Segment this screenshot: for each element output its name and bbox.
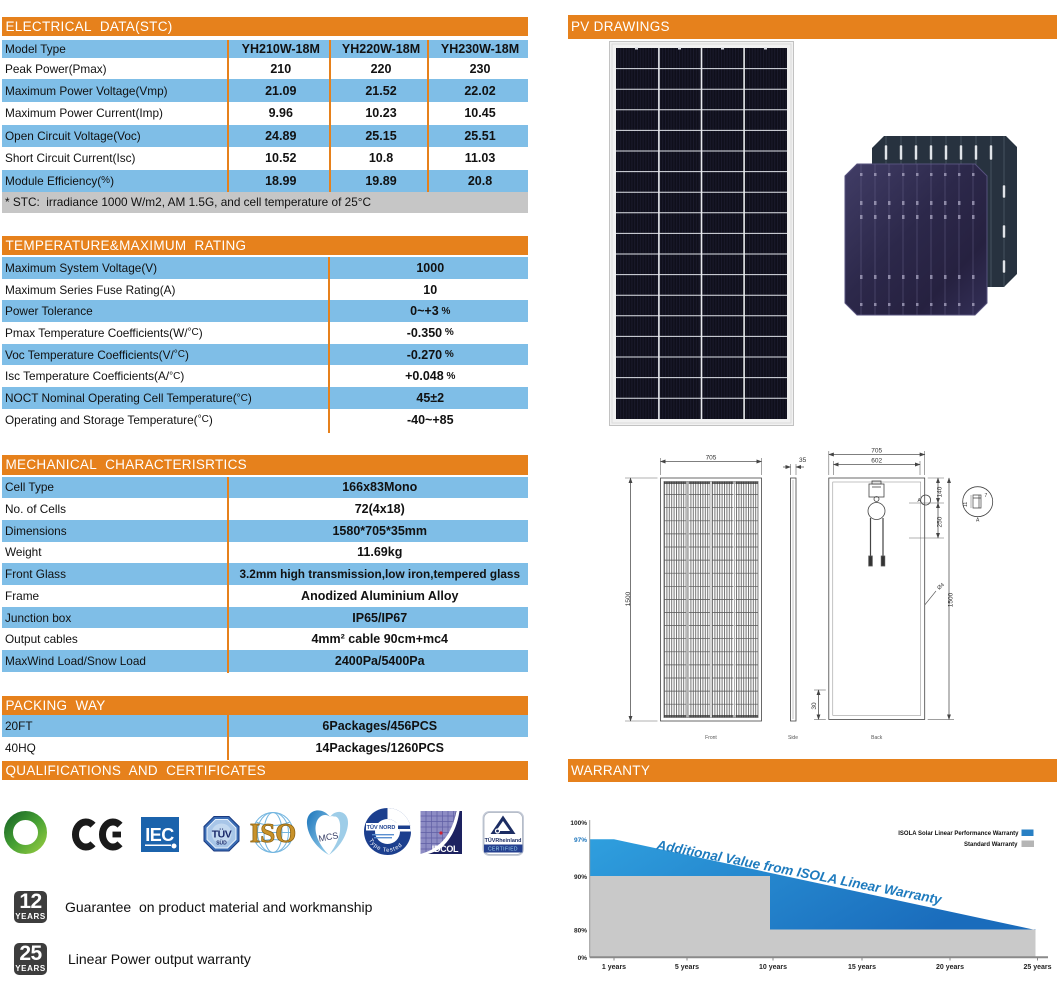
svg-text:11: 11 <box>963 502 969 507</box>
svg-text:IEC: IEC <box>145 825 174 845</box>
svg-text:Standard Warranty: Standard Warranty <box>964 842 1018 848</box>
svg-text:ISOLA Solar Linear Performance: ISOLA Solar Linear Performance Warranty <box>898 831 1019 837</box>
svg-text:ISO: ISO <box>250 818 297 848</box>
svg-text:TÜV: TÜV <box>212 828 232 841</box>
svg-text:CERTIFIED: CERTIFIED <box>488 847 518 853</box>
svg-text:SÜD: SÜD <box>216 840 227 847</box>
svg-text:TÜVRheinland: TÜVRheinland <box>485 837 522 844</box>
svg-text:1 years: 1 years <box>602 964 626 971</box>
svg-text:Ø4: Ø4 <box>936 582 945 591</box>
svg-text:Side: Side <box>788 735 798 741</box>
svg-text:7: 7 <box>985 493 988 499</box>
svg-text:20 years: 20 years <box>936 964 964 971</box>
svg-text:90%: 90% <box>574 874 587 881</box>
svg-text:140: 140 <box>937 486 944 497</box>
svg-text:15 years: 15 years <box>848 964 876 971</box>
svg-text:0%: 0% <box>578 955 588 962</box>
svg-text:1500: 1500 <box>625 591 632 606</box>
svg-text:Back: Back <box>871 735 883 741</box>
svg-text:A: A <box>918 498 922 504</box>
svg-text:705: 705 <box>706 455 717 462</box>
svg-text:705: 705 <box>871 448 882 455</box>
svg-text:250: 250 <box>937 516 944 527</box>
svg-text:35: 35 <box>799 457 807 464</box>
svg-text:10 years: 10 years <box>759 964 787 971</box>
svg-text:MCS: MCS <box>318 830 339 843</box>
svg-text:80%: 80% <box>574 928 587 935</box>
svg-text:A: A <box>976 518 980 524</box>
svg-text:5 years: 5 years <box>675 964 699 971</box>
svg-text:IDCOL: IDCOL <box>432 844 459 854</box>
svg-text:97%: 97% <box>574 837 587 844</box>
svg-text:602: 602 <box>871 458 882 465</box>
svg-text:25 years: 25 years <box>1023 964 1051 971</box>
svg-text:100%: 100% <box>570 820 587 827</box>
svg-text:30: 30 <box>811 702 818 710</box>
svg-text:1500: 1500 <box>948 592 955 607</box>
svg-text:Front: Front <box>705 735 717 741</box>
svg-text:TÜV NORD: TÜV NORD <box>367 824 396 831</box>
